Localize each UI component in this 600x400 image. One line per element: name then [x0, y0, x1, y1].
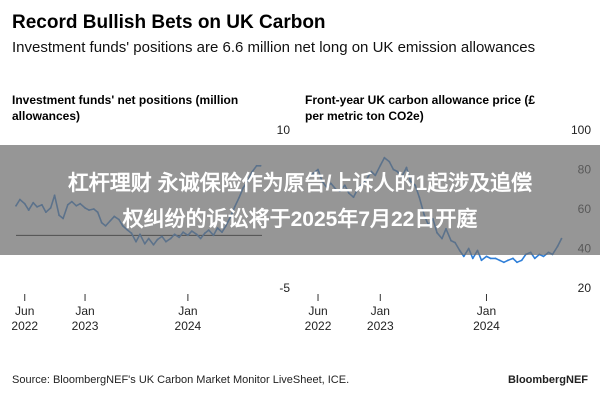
- x-tick-label: 2022: [305, 319, 332, 333]
- y-tick-label: 100: [571, 123, 591, 137]
- y-tick-label: 10: [277, 123, 291, 137]
- data-point: [485, 255, 488, 258]
- chart-title: Record Bullish Bets on UK Carbon: [12, 12, 326, 33]
- data-point: [533, 257, 536, 260]
- x-tick-label: 2023: [367, 319, 394, 333]
- overlay-banner: 杠杆理财 永诚保险作为原告/上诉人的1起涉及追偿 权纠纷的诉讼将于2025年7月…: [0, 145, 600, 255]
- x-tick-label: 2022: [12, 319, 38, 333]
- data-point: [542, 255, 545, 258]
- x-tick-label: 2024: [473, 319, 500, 333]
- x-tick-label: Jun: [308, 304, 327, 318]
- data-point: [489, 257, 492, 260]
- data-point: [512, 257, 514, 260]
- data-point: [503, 261, 505, 264]
- data-point: [507, 259, 509, 262]
- x-tick-label: Jan: [75, 304, 94, 318]
- x-tick-label: Jan: [477, 304, 496, 318]
- y-tick-label: -5: [279, 281, 290, 295]
- x-tick-label: Jan: [178, 304, 197, 318]
- banner-text-line-2: 权纠纷的诉讼将于2025年7月22日开庭: [122, 208, 478, 231]
- x-tick-label: Jun: [15, 304, 34, 318]
- data-point: [498, 259, 501, 262]
- data-point: [520, 259, 523, 262]
- chart-subtitle: Investment funds' positions are 6.6 mill…: [12, 39, 536, 56]
- y-tick-label: 20: [578, 281, 592, 295]
- banner-text-line-1: 杠杆理财 永诚保险作为原告/上诉人的1起涉及追偿: [67, 172, 533, 195]
- net-positions-chart-title: Investment funds' net positions (million…: [12, 93, 239, 123]
- x-tick-label: 2024: [175, 319, 202, 333]
- data-point: [516, 261, 518, 264]
- data-point: [494, 257, 497, 260]
- source-note: Source: BloombergNEF's UK Carbon Market …: [12, 374, 350, 386]
- x-tick-label: Jan: [371, 304, 390, 318]
- x-tick-label: 2023: [72, 319, 99, 333]
- carbon-price-chart-title: Front-year UK carbon allowance price (£ …: [305, 93, 536, 123]
- data-point: [462, 255, 465, 258]
- data-point: [480, 259, 483, 262]
- data-point: [471, 257, 474, 260]
- brand-logo-text: BloombergNEF: [507, 374, 588, 386]
